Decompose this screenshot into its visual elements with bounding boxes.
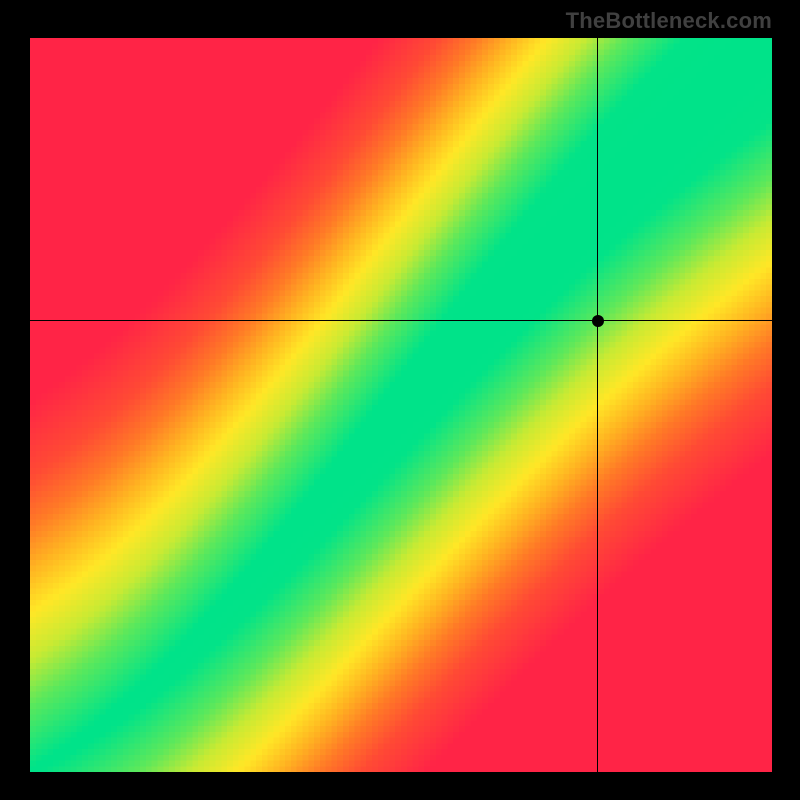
heatmap-plot-area [30, 38, 772, 772]
crosshair-horizontal [30, 320, 772, 322]
bottleneck-marker-point [592, 315, 604, 327]
heatmap-canvas [30, 38, 772, 772]
crosshair-vertical [597, 38, 599, 772]
watermark-text: TheBottleneck.com [566, 8, 772, 34]
